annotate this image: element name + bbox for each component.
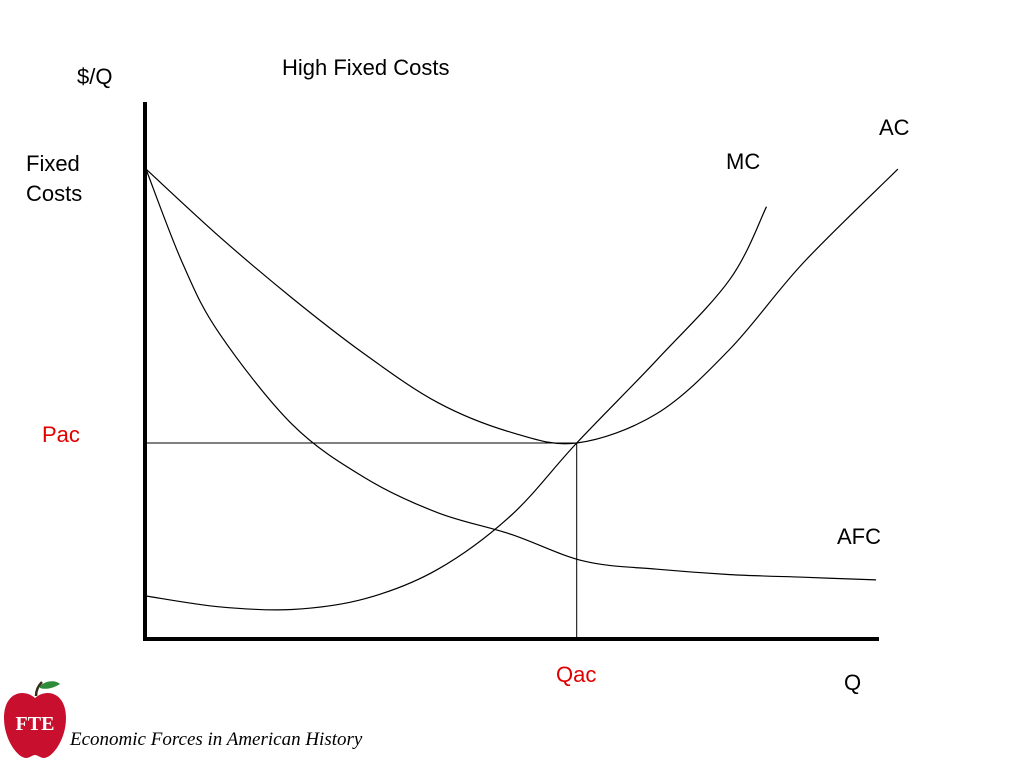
series-label-mc: MC bbox=[726, 149, 761, 174]
series-line-mc bbox=[145, 206, 768, 611]
fixed-costs-label: Fixed Costs bbox=[26, 149, 82, 209]
apple-icon bbox=[4, 692, 66, 758]
series-line-afc bbox=[145, 168, 877, 581]
qac-label: Qac bbox=[556, 662, 597, 687]
fixed-costs-line-1: Fixed bbox=[26, 151, 80, 176]
series-label-ac: AC bbox=[879, 115, 910, 140]
footer-caption: Economic Forces in American History bbox=[70, 729, 363, 750]
x-axis-label: Q bbox=[844, 670, 862, 695]
apple-stem-icon bbox=[34, 681, 43, 697]
series-label-afc: AFC bbox=[837, 524, 881, 549]
fixed-costs-line-2: Costs bbox=[26, 181, 83, 206]
apple-leaf-icon bbox=[40, 681, 60, 689]
fte-logo bbox=[4, 681, 66, 758]
series-layer bbox=[145, 168, 899, 611]
pac-label: Pac bbox=[42, 422, 80, 447]
y-axis-label: $/Q bbox=[77, 64, 113, 89]
logo-text: FTE bbox=[15, 713, 55, 735]
reference-lines bbox=[146, 442, 578, 639]
chart-title: High Fixed Costs bbox=[282, 55, 450, 80]
series-line-ac bbox=[145, 168, 899, 445]
